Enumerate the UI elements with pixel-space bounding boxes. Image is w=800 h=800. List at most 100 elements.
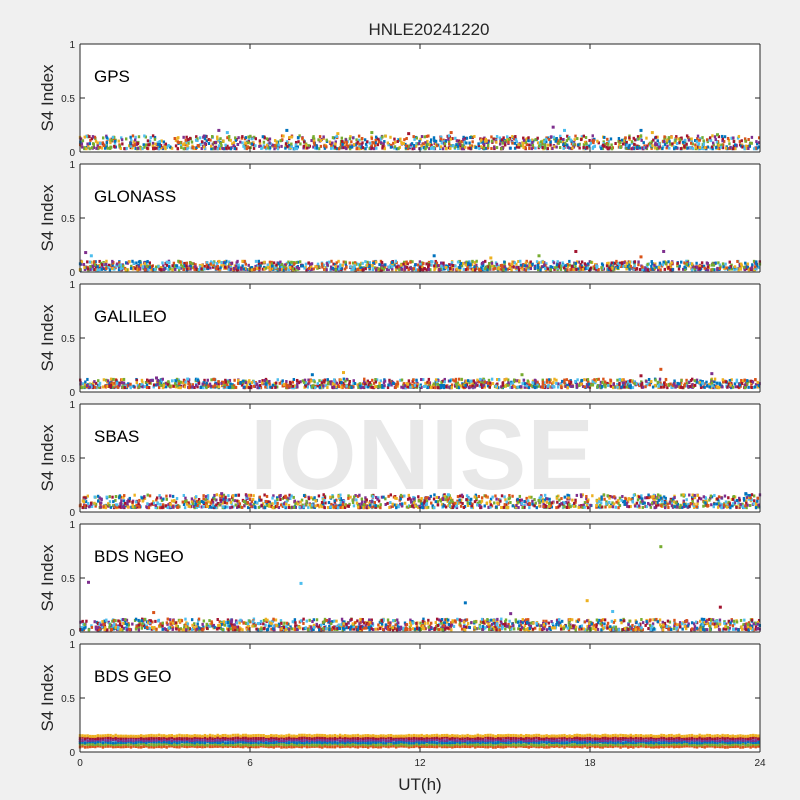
data-point (624, 496, 627, 500)
data-point (508, 496, 512, 500)
data-point (651, 385, 655, 389)
data-point (745, 147, 748, 151)
data-point (272, 261, 276, 265)
data-point (755, 142, 759, 146)
data-point (526, 379, 529, 383)
data-point (419, 267, 423, 271)
panel-label: GPS (94, 67, 130, 86)
data-point (458, 263, 462, 267)
data-point (716, 133, 719, 137)
data-point (205, 386, 208, 390)
data-point (708, 385, 711, 389)
data-point (577, 267, 580, 271)
data-point (358, 263, 362, 267)
data-point (285, 140, 289, 144)
data-point (566, 264, 570, 268)
data-point (663, 143, 667, 147)
data-point (740, 144, 743, 148)
data-point (258, 141, 262, 145)
data-point (552, 145, 556, 149)
data-point (522, 267, 526, 271)
data-point (458, 268, 461, 272)
data-point (433, 139, 436, 143)
data-point (254, 144, 257, 148)
data-point (465, 262, 469, 266)
data-point (157, 147, 161, 151)
data-point (109, 141, 112, 145)
data-point (302, 494, 306, 498)
data-point (265, 494, 269, 498)
data-point (561, 261, 564, 265)
data-point (506, 378, 510, 382)
data-point (418, 139, 421, 143)
data-point (209, 144, 213, 148)
data-point (200, 140, 204, 144)
data-point (476, 378, 479, 382)
data-point (526, 502, 529, 506)
data-point (627, 379, 630, 383)
data-point (455, 139, 459, 143)
data-point (186, 267, 189, 271)
data-point (284, 382, 288, 386)
data-point (510, 385, 514, 389)
data-point (726, 136, 730, 140)
data-point (118, 496, 121, 500)
data-point (396, 382, 400, 386)
data-point (174, 144, 178, 148)
data-point (605, 141, 609, 145)
data-point (265, 385, 269, 389)
data-point (685, 384, 688, 388)
data-point (233, 147, 236, 151)
data-point (388, 378, 391, 382)
data-point (131, 144, 135, 148)
data-point (288, 262, 292, 266)
data-point (158, 506, 162, 510)
data-point (656, 493, 660, 497)
data-point (400, 267, 404, 271)
data-point (122, 264, 125, 268)
data-point (226, 144, 229, 148)
data-point (108, 268, 112, 272)
data-point (92, 260, 96, 264)
data-point (210, 505, 213, 509)
data-point (533, 386, 537, 390)
data-point (107, 263, 111, 267)
data-point (620, 385, 623, 389)
data-point (86, 265, 89, 269)
data-point (426, 139, 429, 143)
data-point (636, 145, 639, 149)
data-point (615, 259, 618, 263)
data-point (552, 380, 555, 384)
data-point (557, 494, 560, 498)
data-point (633, 260, 637, 264)
data-point (159, 502, 162, 506)
data-point (122, 381, 126, 385)
data-point (477, 144, 480, 148)
data-point (246, 145, 249, 149)
data-point (751, 386, 755, 390)
data-point (591, 381, 595, 385)
data-point (206, 265, 210, 269)
data-point (674, 385, 677, 389)
data-point (504, 498, 507, 502)
data-point (248, 137, 251, 141)
data-point (459, 144, 462, 148)
data-point (330, 380, 333, 384)
data-point (475, 498, 478, 502)
data-point (466, 504, 470, 508)
data-point (712, 143, 715, 147)
data-point (688, 380, 691, 384)
data-point (266, 146, 270, 150)
data-point (717, 143, 721, 147)
data-point (400, 140, 403, 144)
data-point (188, 260, 192, 264)
data-point (699, 497, 703, 501)
data-point (489, 497, 493, 501)
data-point (750, 266, 753, 270)
data-point (135, 381, 138, 385)
data-point (450, 383, 454, 387)
data-point (567, 145, 570, 149)
data-point (235, 505, 239, 509)
data-point (96, 141, 99, 145)
data-point (162, 268, 166, 272)
